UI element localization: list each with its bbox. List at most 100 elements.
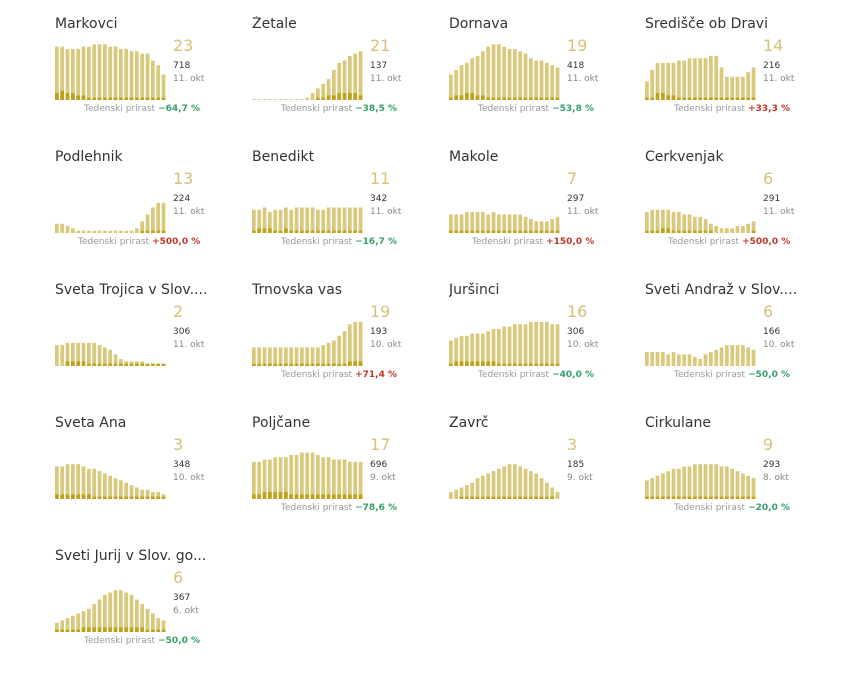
bar xyxy=(650,478,655,499)
bar xyxy=(555,67,560,100)
weekly-change-value: −50,0 % xyxy=(158,636,200,646)
bar xyxy=(300,452,304,499)
region-card: Poljčane 17 696 9. okt Tedenski prirast −78,6… xyxy=(252,415,412,540)
bar-highlight xyxy=(124,627,129,632)
bar xyxy=(289,209,294,233)
date-label: 11. okt xyxy=(173,74,205,84)
bar xyxy=(645,480,649,499)
bar-highlight xyxy=(140,363,145,366)
bar-highlight xyxy=(81,627,86,632)
weekly-change-label: Tedenski prirast xyxy=(78,237,150,247)
total-value: 367 xyxy=(173,593,191,603)
bar xyxy=(257,99,262,100)
bar-highlight xyxy=(268,492,272,499)
bar-highlight xyxy=(337,230,342,233)
bar xyxy=(87,468,91,499)
bar xyxy=(108,475,113,499)
bar-highlight xyxy=(539,363,544,366)
bar-highlight xyxy=(332,95,336,100)
region-title: Središče ob Dravi xyxy=(645,16,768,32)
bar xyxy=(92,468,97,499)
bar xyxy=(145,489,150,499)
bar-chart xyxy=(252,452,363,499)
total-value: 293 xyxy=(763,460,781,470)
bar xyxy=(730,468,735,499)
region-card: Markovci 23 718 11. okt Tedenski prirast −64,… xyxy=(55,16,215,141)
bar xyxy=(310,93,315,100)
bar-chart xyxy=(645,55,756,100)
region-title: Makole xyxy=(449,149,499,165)
bar-highlight xyxy=(449,97,453,100)
weekly-change-value: −53,8 % xyxy=(552,104,594,114)
bar xyxy=(502,326,507,366)
bar xyxy=(693,464,697,499)
bar-highlight xyxy=(113,97,118,100)
bar xyxy=(719,347,724,366)
bar xyxy=(60,223,65,233)
bar xyxy=(92,342,97,366)
bar-highlight xyxy=(491,97,496,100)
bar xyxy=(682,214,687,233)
bar-highlight xyxy=(119,97,123,100)
bar xyxy=(273,209,278,233)
bar xyxy=(682,354,687,366)
bar xyxy=(465,485,469,499)
bar xyxy=(71,464,75,499)
bar xyxy=(124,361,129,366)
latest-value: 9 xyxy=(763,435,774,454)
bar xyxy=(698,216,703,233)
bar xyxy=(735,345,740,366)
bar xyxy=(135,361,139,366)
bar-highlight xyxy=(555,230,560,233)
bar xyxy=(305,207,310,233)
bar-highlight xyxy=(87,494,91,499)
bar xyxy=(55,466,59,499)
bar xyxy=(60,620,65,632)
bar-highlight xyxy=(470,230,475,233)
bar xyxy=(65,342,70,366)
bar-highlight xyxy=(497,363,501,366)
weekly-change: Tedenski prirast +500,0 % xyxy=(668,237,790,247)
region-title: Juršinci xyxy=(449,282,500,298)
bar xyxy=(284,457,288,499)
bar xyxy=(650,69,655,100)
bar-highlight xyxy=(284,228,288,233)
weekly-change-label: Tedenski prirast xyxy=(84,636,156,646)
bar-highlight xyxy=(645,230,649,233)
bar xyxy=(305,347,310,366)
bar xyxy=(342,331,347,366)
bar xyxy=(497,328,501,366)
bar-highlight xyxy=(97,627,102,632)
bar-highlight xyxy=(465,496,469,499)
bar xyxy=(645,212,649,233)
total-value: 193 xyxy=(370,327,388,337)
bar xyxy=(666,471,671,499)
weekly-change: Tedenski prirast −50,0 % xyxy=(84,636,200,646)
bar xyxy=(257,209,262,233)
bar-highlight xyxy=(465,361,469,366)
date-label: 8. okt xyxy=(763,473,789,483)
weekly-change-label: Tedenski prirast xyxy=(281,237,353,247)
bar xyxy=(92,44,97,100)
bar-highlight xyxy=(353,494,358,499)
bar xyxy=(502,214,507,233)
region-card: Sveta Trojica v Slov.... 2 306 11. okt xyxy=(55,282,215,407)
bar xyxy=(140,53,145,100)
bar xyxy=(481,333,485,366)
bar xyxy=(518,214,523,233)
bar xyxy=(459,487,464,499)
bar-highlight xyxy=(353,361,358,366)
bar xyxy=(252,209,256,233)
bar-highlight xyxy=(703,97,708,100)
bar xyxy=(545,62,549,100)
bar xyxy=(714,464,719,499)
bar xyxy=(119,48,123,100)
bar-highlight xyxy=(262,492,267,499)
bar xyxy=(507,464,512,499)
bar xyxy=(97,345,102,366)
bar-highlight xyxy=(92,627,97,632)
bar-highlight xyxy=(529,230,533,233)
bar xyxy=(129,485,134,499)
bar xyxy=(555,492,560,499)
weekly-change: Tedenski prirast −78,6 % xyxy=(281,503,397,513)
